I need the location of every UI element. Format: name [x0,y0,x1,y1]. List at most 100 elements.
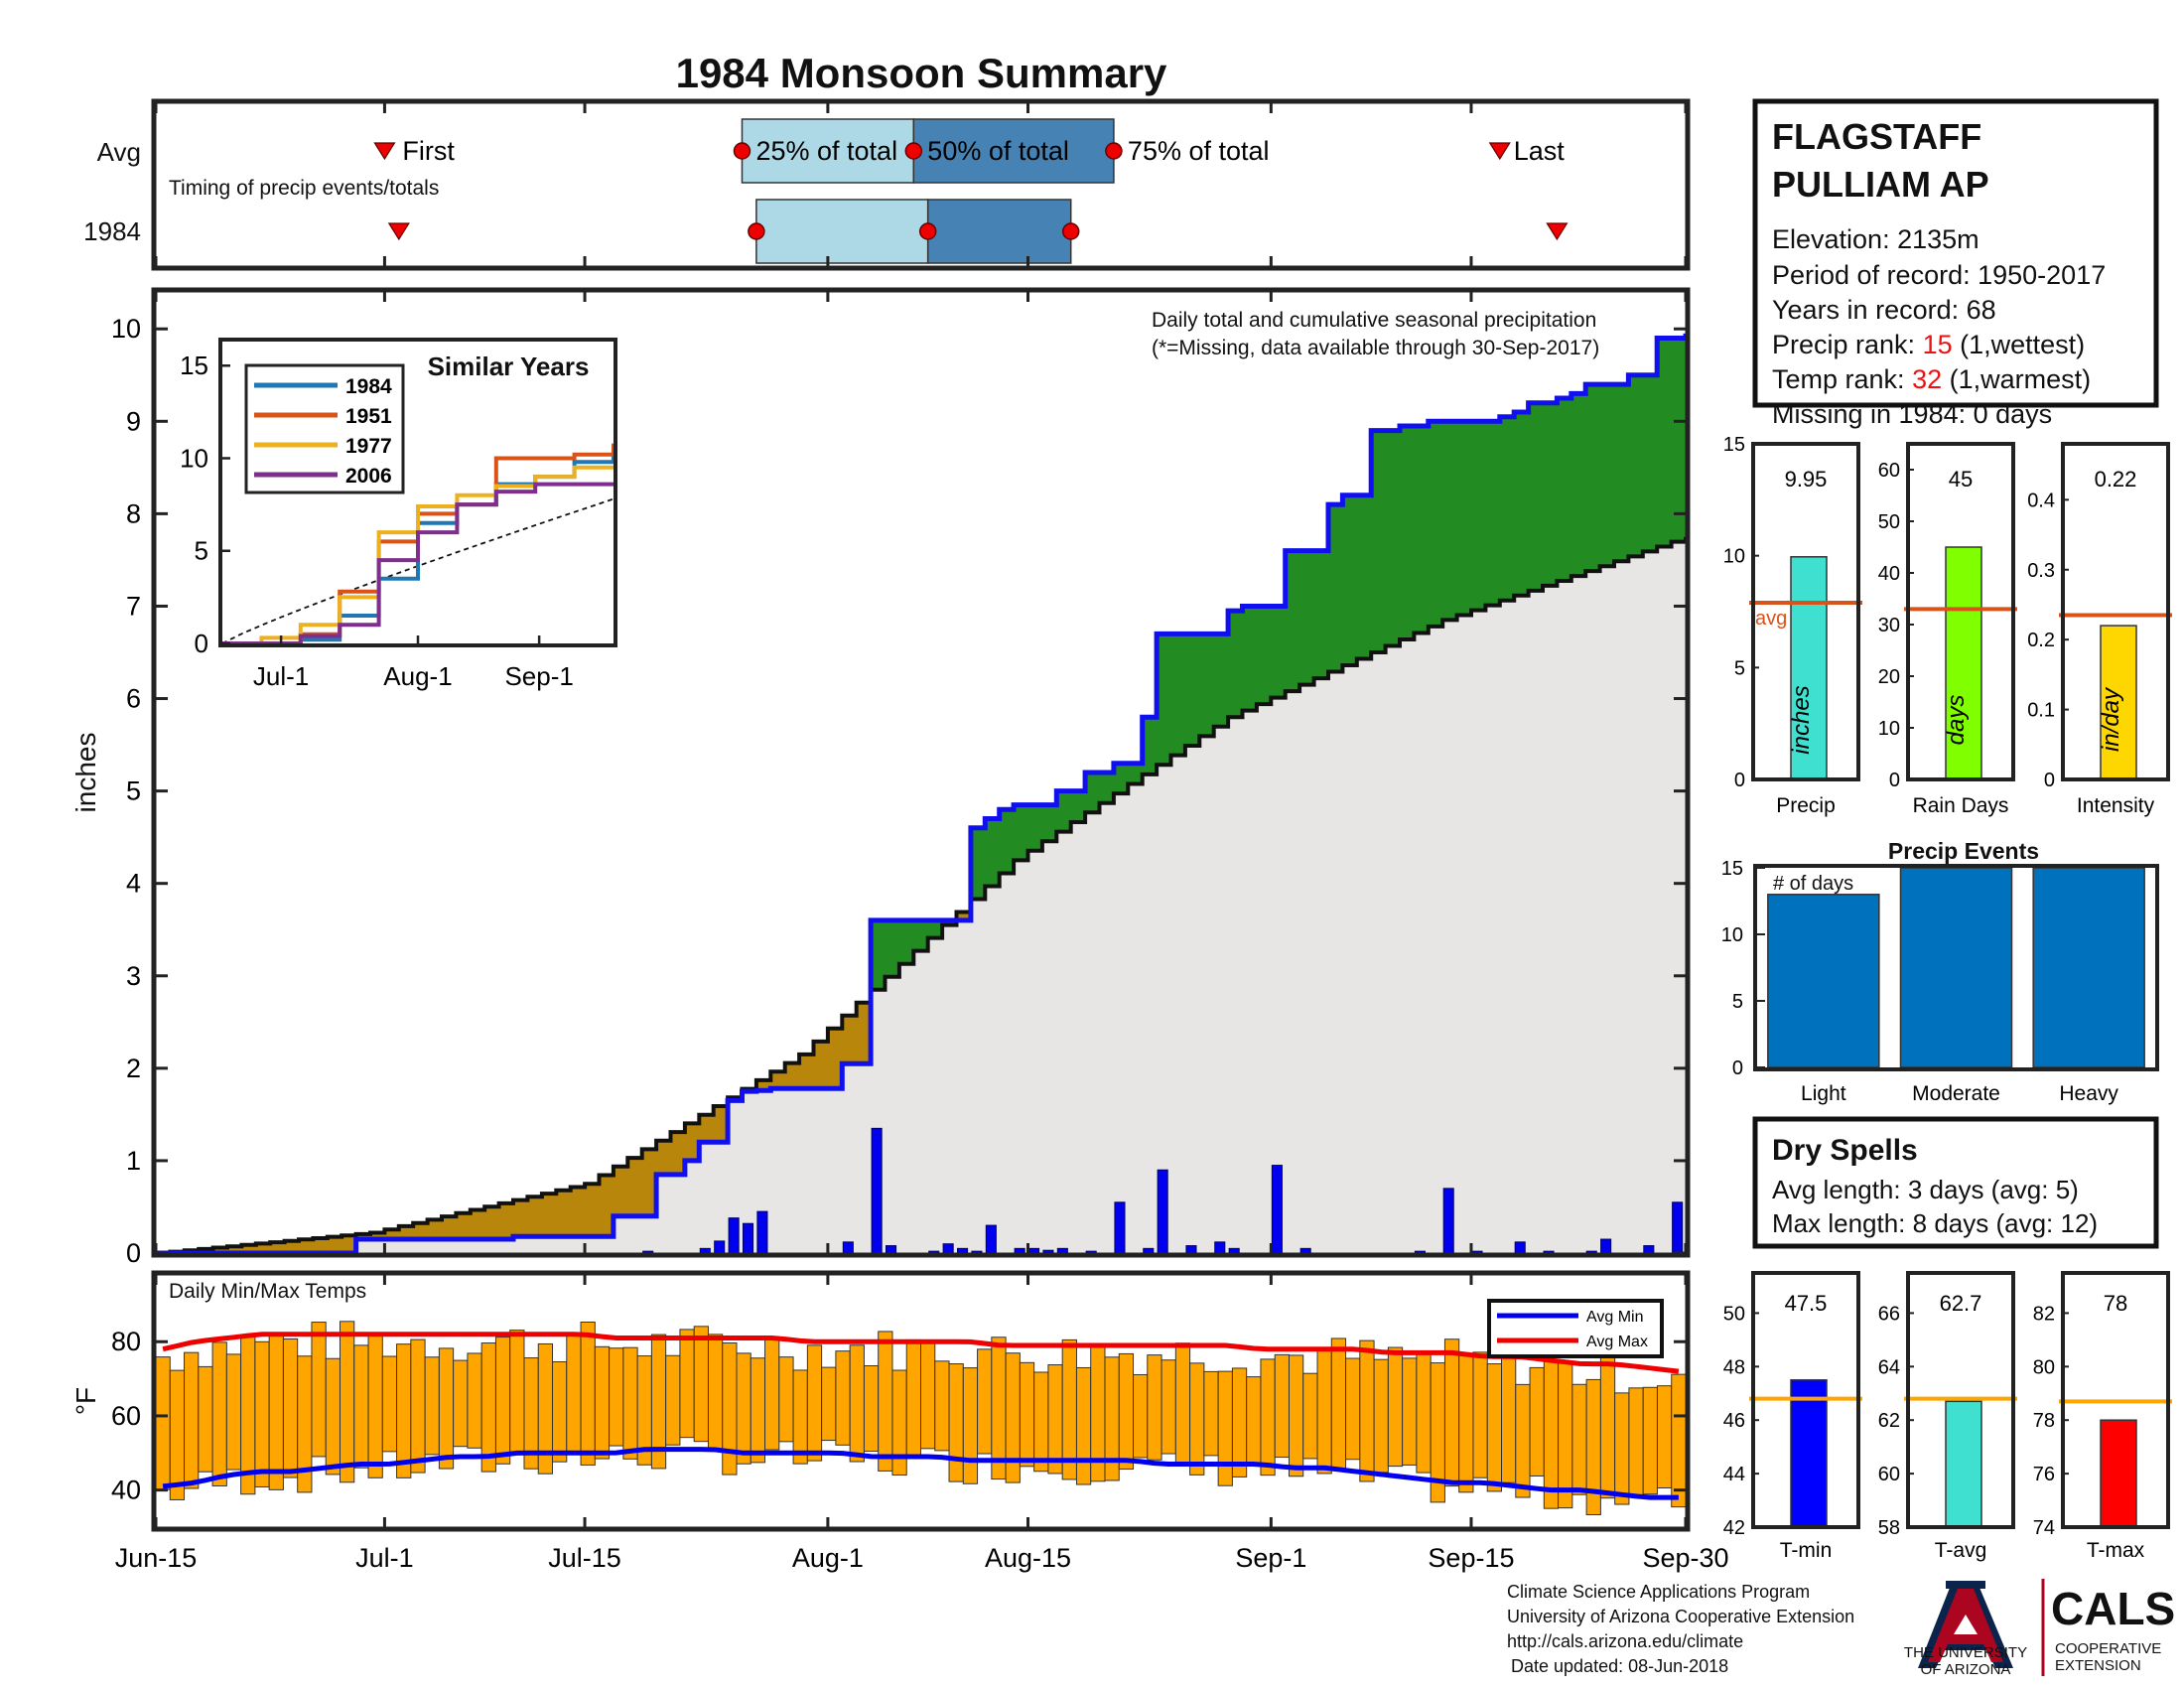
summary-category-label: Precip [1776,794,1836,817]
temp-y-axis-label: °F [70,1387,101,1415]
cals-coop-line2: EXTENSION [2055,1657,2141,1674]
daily-temp-bar [311,1322,327,1458]
timing-row-label-year: 1984 [83,216,141,246]
summary-value-bar [1945,546,1982,780]
daily-temp-bar [920,1341,936,1450]
event-bar-heavy [2032,867,2145,1068]
temp-summary-ytick-label: 48 [1723,1356,1745,1378]
summary-ytick-label: 0.2 [2027,630,2055,651]
daily-temp-bar [1359,1339,1375,1482]
daily-precip-bar [1014,1247,1025,1254]
temp-panel-title: Daily Min/Max Temps [169,1280,366,1303]
daily-temp-bar [1486,1363,1503,1492]
daily-temp-bar [1458,1354,1474,1493]
daily-temp-bar [665,1354,681,1446]
inset-xtick-label: Aug-1 [383,661,452,691]
temp-summary-ytick-label: 74 [2033,1517,2055,1539]
temp-summary-frame [1751,1271,1860,1529]
summary-panel-frame [1751,442,1860,781]
university-logo[interactable]: THE UNIVERSITY OF ARIZONA CALS COOPERATI… [1904,1579,2175,1678]
cals-coop-line1: COOPERATIVE [2055,1640,2161,1657]
temp-summary-value-label: 47.5 [1785,1291,1828,1316]
precip-ytick-label: 2 [126,1054,141,1083]
daily-temp-bar [353,1344,369,1469]
temp-summary-category-label: T-min [1780,1539,1833,1562]
summary-bar-panels: 9.95 inches 0 5 10 15 Precip 45 days 0 10 20 30 40 50 6… [1723,434,2172,817]
cumulative-precip-line [156,333,1689,1256]
daily-temp-bar [1642,1386,1658,1495]
daily-temp-bar [609,1347,624,1447]
daily-temp-bar [778,1356,794,1443]
daily-temp-bar [863,1365,880,1453]
daily-precip-bar [1157,1169,1168,1254]
temp-summary-frame [2061,1271,2170,1529]
figure-title: 1984 Monsoon Summary [676,50,1167,96]
avg-cumulative-area [156,536,1686,1253]
daily-temp-bar [1246,1376,1262,1467]
station-precip-rank: Precip rank: 15 (1,wettest) [1772,330,2085,359]
daily-temp-bar [1033,1371,1049,1473]
precip-events-ylabel: # of days [1773,873,1853,895]
daily-precip-bar [957,1247,969,1254]
ua-a-logo-icon [1918,1581,2013,1668]
timing-year-box-q25-q50 [755,199,929,264]
event-category-label: Light [1801,1082,1846,1105]
precip-ytick-label: 5 [126,776,141,806]
precip-ytick-label: 8 [126,498,141,528]
inset-ytick-label: 0 [195,629,208,658]
station-missing: Missing in 1984: 0 days [1772,399,2052,429]
similar-years-title: Similar Years [428,352,590,381]
summary-category-label: Rain Days [1913,794,2009,817]
date-axis-label: Sep-30 [1642,1543,1728,1573]
daily-temp-bar [934,1360,950,1452]
daily-temp-bar [1614,1392,1630,1505]
temp-summary-ytick-label: 44 [1723,1464,1745,1485]
avg-max-line [162,1332,1680,1374]
daily-temp-bar [1203,1370,1219,1457]
dry-spells-avg-length: Avg length: 3 days (avg: 5) [1772,1175,2079,1204]
dry-spells-max-length: Max length: 8 days (avg: 12) [1772,1208,2098,1238]
precip-ytick-label: 7 [126,591,141,621]
summary-ytick-label: 5 [1734,657,1745,679]
daily-temp-bar [268,1334,284,1490]
inset-frame [218,338,617,647]
daily-precip-bar [942,1243,954,1254]
ua-logo-line1: THE UNIVERSITY [1904,1644,2027,1661]
daily-temp-bar [1260,1358,1276,1477]
temp-summary-bar [2100,1419,2137,1528]
daily-temp-bar [1543,1359,1560,1509]
footer-line3: http://cals.arizona.edu/climate [1507,1631,1743,1651]
precip-note-line2: (*=Missing, data available through 30-Se… [1152,337,1599,359]
daily-precip-bar [1028,1247,1040,1254]
daily-temp-bar [1416,1353,1432,1474]
summary-value-label: 9.95 [1785,467,1828,492]
event-bar-moderate [1899,867,2013,1068]
summary-panel-frame [2061,442,2170,781]
daily-temp-bar [494,1336,511,1465]
temp-rank-prefix: Temp rank: [1772,364,1912,394]
temp-summary-panel-t-min: 47.5 42 44 46 48 50 T-min [1723,1271,1862,1562]
precip-ytick-label: 10 [111,314,141,344]
daily-temp-bar [821,1366,837,1442]
daily-precip-bar [1442,1188,1454,1254]
date-axis-label: Jun-15 [115,1543,198,1573]
temp-summary-panels: 47.5 42 44 46 48 50 T-min 62.7 58 60 62 64 66 T-avg 78… [1723,1271,2172,1562]
daily-temp-bar [750,1357,766,1464]
temp-legend-box [1487,1299,1664,1358]
daily-temp-bar [552,1361,568,1463]
daily-precip-bar [1514,1241,1526,1254]
temp-summary-ytick-label: 80 [2033,1356,2055,1378]
summary-panel-precip: 9.95 inches 0 5 10 15 Precip [1723,434,1862,817]
daily-precip-bar [885,1245,897,1254]
event-category-label: Heavy [2059,1082,2118,1105]
temp-legend-max-label: Avg Max [1586,1334,1648,1350]
inset-ytick-label: 10 [180,443,208,473]
summary-ytick-label: 0.1 [2027,700,2055,722]
summary-ytick-label: 0.4 [2027,490,2055,511]
summary-category-label: Intensity [2077,794,2155,817]
inset-legend-label-1984: 1984 [345,375,392,398]
temp-legend-min-label: Avg Min [1586,1309,1644,1326]
daily-temp-bar [1288,1354,1304,1477]
temp-panel-frame [151,1270,1691,1532]
daily-temp-bar [1005,1352,1021,1483]
